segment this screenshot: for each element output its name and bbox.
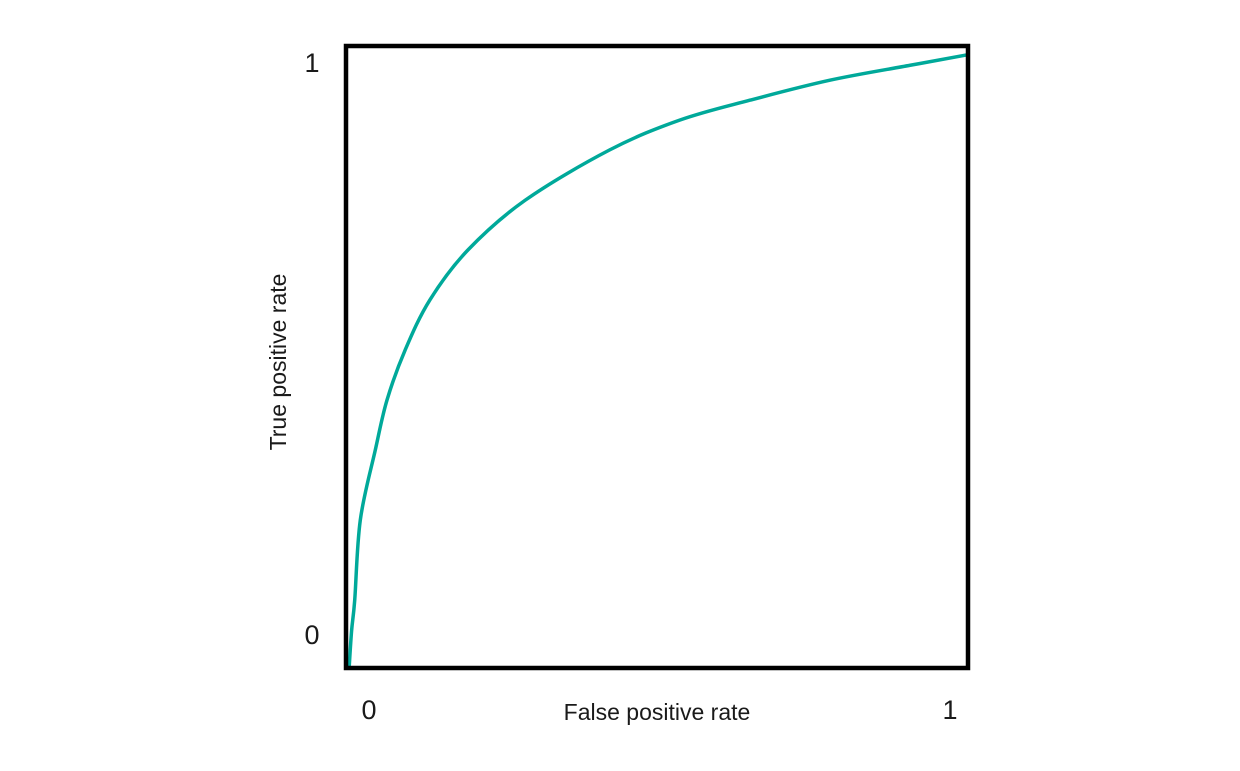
plot-frame bbox=[343, 43, 971, 671]
x-axis-label: False positive rate bbox=[564, 699, 751, 725]
x-tick-label: 1 bbox=[942, 695, 957, 725]
y-tick-label: 1 bbox=[304, 48, 319, 78]
y-tick-label: 0 bbox=[304, 620, 319, 650]
x-tick-label: 0 bbox=[361, 695, 376, 725]
y-axis-label: True positive rate bbox=[265, 274, 291, 451]
roc-curve bbox=[347, 52, 970, 670]
